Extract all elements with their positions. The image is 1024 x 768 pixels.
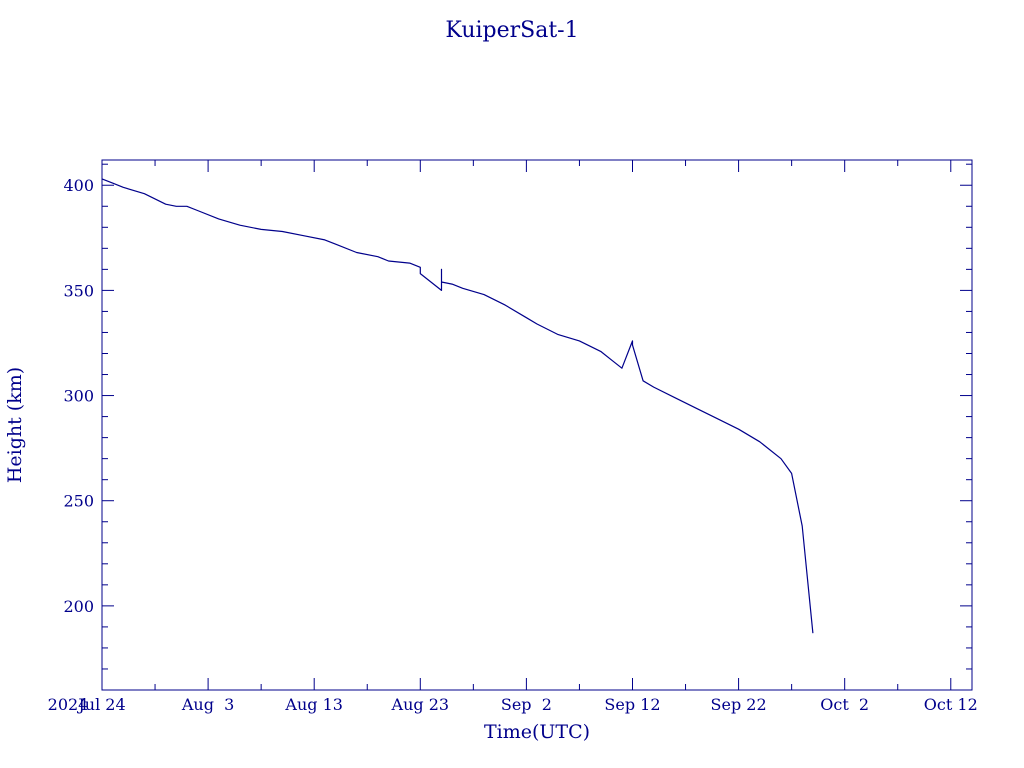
series-line: [101, 178, 814, 634]
x-tick-label: Oct 12: [924, 695, 978, 714]
x-year-label: 2024: [48, 695, 89, 714]
y-tick-label: 250: [63, 492, 94, 511]
y-tick-label: 200: [63, 597, 94, 616]
y-tick-label: 400: [63, 176, 94, 195]
x-axis-title: Time(UTC): [484, 721, 590, 743]
x-tick-label: Sep 12: [604, 695, 660, 714]
x-tick-label: Aug 3: [181, 695, 234, 714]
x-tick-label: Sep 2: [501, 695, 552, 714]
y-axis: 200 250 300 350 400: [63, 163, 972, 691]
chart-title: KuiperSat-1: [445, 18, 578, 43]
x-tick-label: Sep 22: [711, 695, 767, 714]
x-tick-label: Oct 2: [820, 695, 869, 714]
x-axis: Jul 24 Aug 3 Aug 13 Aug 23 Sep 2 Sep 12 Sep 22…: [76, 160, 978, 714]
x-tick-label: Jul 24: [76, 695, 125, 714]
x-tick-label: Aug 13: [284, 695, 343, 714]
x-tick-label: Aug 23: [391, 695, 450, 714]
plot-frame: [101, 159, 973, 691]
y-tick-label: 300: [63, 387, 94, 406]
y-axis-title: Height (km): [4, 367, 26, 483]
y-tick-label: 350: [63, 281, 94, 300]
